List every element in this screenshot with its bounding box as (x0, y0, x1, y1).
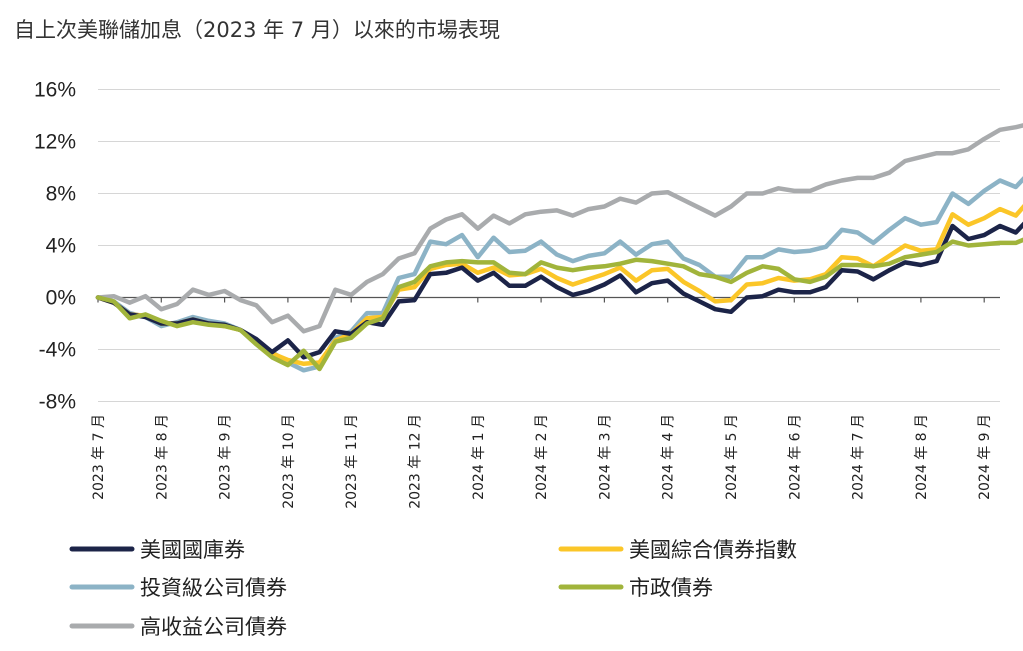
y-tick-labels: 16% 12% 8% 4% 0% -4% -8% (34, 79, 76, 414)
chart-subtitle: 自上次美聯儲加息（2023 年 7 月）以來的市場表現 (14, 18, 500, 42)
legend-label: 高收益公司債券 (140, 615, 287, 639)
series-line (95, 237, 1023, 372)
legend-label: 美國國庫券 (140, 538, 245, 562)
series-line (95, 221, 1023, 360)
series-line (95, 203, 1023, 367)
x-tick-label: 2024 年 8 月 (914, 414, 930, 500)
x-tick-label: 2024 年 2 月 (534, 414, 550, 500)
x-tick-labels: 2023 年 7 月 2023 年 8 月 2023 年 9 月 2023 年 10 … (91, 414, 993, 509)
x-tick-label: 2023 年 9 月 (218, 414, 234, 500)
y-tick-label: -4% (39, 339, 76, 362)
y-tick-label: -8% (39, 391, 76, 414)
x-tick-label: 2024 年 1 月 (471, 414, 487, 500)
x-tick-label: 2024 年 7 月 (851, 414, 867, 500)
x-axis (97, 296, 1000, 303)
x-tick-label: 2023 年 11 月 (344, 414, 360, 509)
series-lines (95, 123, 1023, 373)
x-tick-label: 2024 年 4 月 (661, 414, 677, 500)
x-tick-label: 2024 年 3 月 (597, 414, 613, 500)
x-tick-label: 2023 年 12 月 (408, 414, 424, 509)
legend-label: 美國綜合債券指數 (629, 538, 797, 562)
x-tick-label: 2024 年 5 月 (724, 414, 740, 500)
x-tick-label: 2024 年 9 月 (977, 414, 993, 500)
x-tick-label: 2023 年 8 月 (154, 414, 170, 500)
y-tick-label: 8% (46, 183, 76, 206)
x-tick-label: 2023 年 10 月 (281, 414, 297, 509)
series-line (95, 123, 1023, 334)
x-tick-label: 2023 年 7 月 (91, 414, 107, 500)
x-tick-label: 2024 年 6 月 (787, 414, 803, 500)
y-tick-label: 4% (46, 235, 76, 258)
y-tick-label: 12% (34, 131, 76, 154)
y-tick-label: 0% (46, 287, 76, 310)
y-tick-label: 16% (34, 79, 76, 102)
legend-label: 投資級公司債券 (140, 576, 287, 600)
legend-label: 市政債券 (629, 576, 713, 600)
